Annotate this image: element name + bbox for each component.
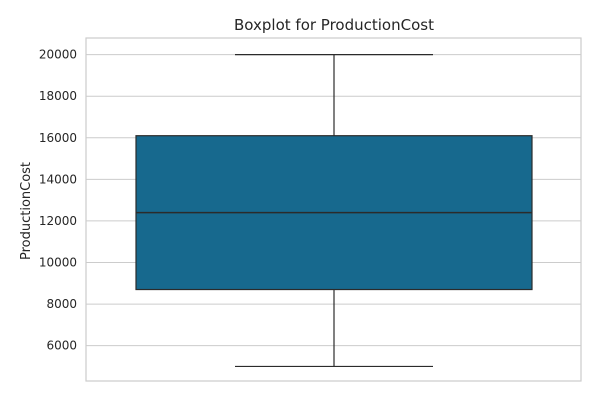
y-axis-label: ProductionCost bbox=[19, 162, 34, 260]
plot-frame bbox=[85, 37, 582, 382]
box-plot bbox=[135, 54, 533, 368]
y-tick-label: 12000 bbox=[39, 214, 77, 228]
y-tick-label: 14000 bbox=[39, 172, 77, 186]
y-tick-label: 16000 bbox=[39, 131, 77, 145]
y-tick-label: 10000 bbox=[39, 256, 77, 270]
y-tick-label: 8000 bbox=[46, 297, 77, 311]
y-tick-label: 6000 bbox=[46, 339, 77, 353]
y-tick-label: 20000 bbox=[39, 48, 77, 62]
y-tick-labels: 6000 8000 10000 12000 14000 16000 18000 20000 bbox=[39, 48, 77, 353]
y-tick-label: 18000 bbox=[39, 89, 77, 103]
chart-title: Boxplot for ProductionCost bbox=[234, 16, 434, 34]
